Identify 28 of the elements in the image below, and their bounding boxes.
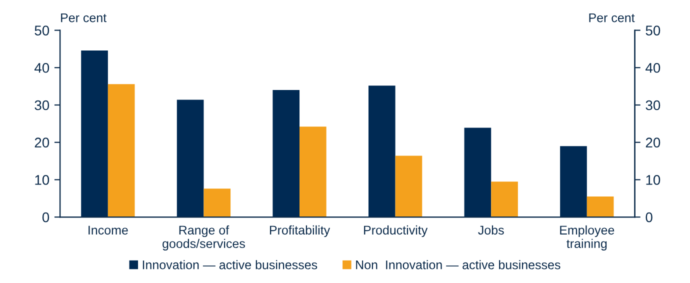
y2-tick-label: 50 xyxy=(646,26,660,36)
bar xyxy=(395,156,422,218)
bar xyxy=(586,196,614,218)
y-tick-label: 30 xyxy=(34,100,50,110)
y2-axis-title: Per cent xyxy=(589,13,635,22)
y2-tick-label: 0 xyxy=(646,212,652,222)
y2-tick-label: 20 xyxy=(646,138,660,148)
y-tick-label: 20 xyxy=(34,138,50,148)
x-tick-label: Employee training xyxy=(560,225,614,251)
x-tick-label: Profitability xyxy=(270,225,330,238)
bar xyxy=(108,84,135,218)
y-tick-label: 40 xyxy=(34,62,50,73)
x-tick-label: Income xyxy=(88,226,128,235)
bar xyxy=(491,182,518,218)
bar xyxy=(300,126,326,218)
legend-label: Non Innovation — active businesses xyxy=(356,260,560,270)
y2-tick-label: 30 xyxy=(646,100,660,110)
y2-tick-label: 10 xyxy=(646,175,660,185)
legend-label: Innovation — active businesses xyxy=(142,260,318,270)
y-tick-label: 0 xyxy=(42,212,50,222)
x-tick-label: Productivity xyxy=(364,225,428,238)
y2-tick-label: 40 xyxy=(646,62,660,73)
y-axis-title: Per cent xyxy=(61,13,106,22)
y-tick-label: 50 xyxy=(34,26,50,36)
x-tick-label: Jobs xyxy=(478,225,504,235)
y-tick-label: 10 xyxy=(35,175,50,185)
x-tick-label: Range of goods/services xyxy=(162,225,245,251)
bar xyxy=(204,188,231,218)
